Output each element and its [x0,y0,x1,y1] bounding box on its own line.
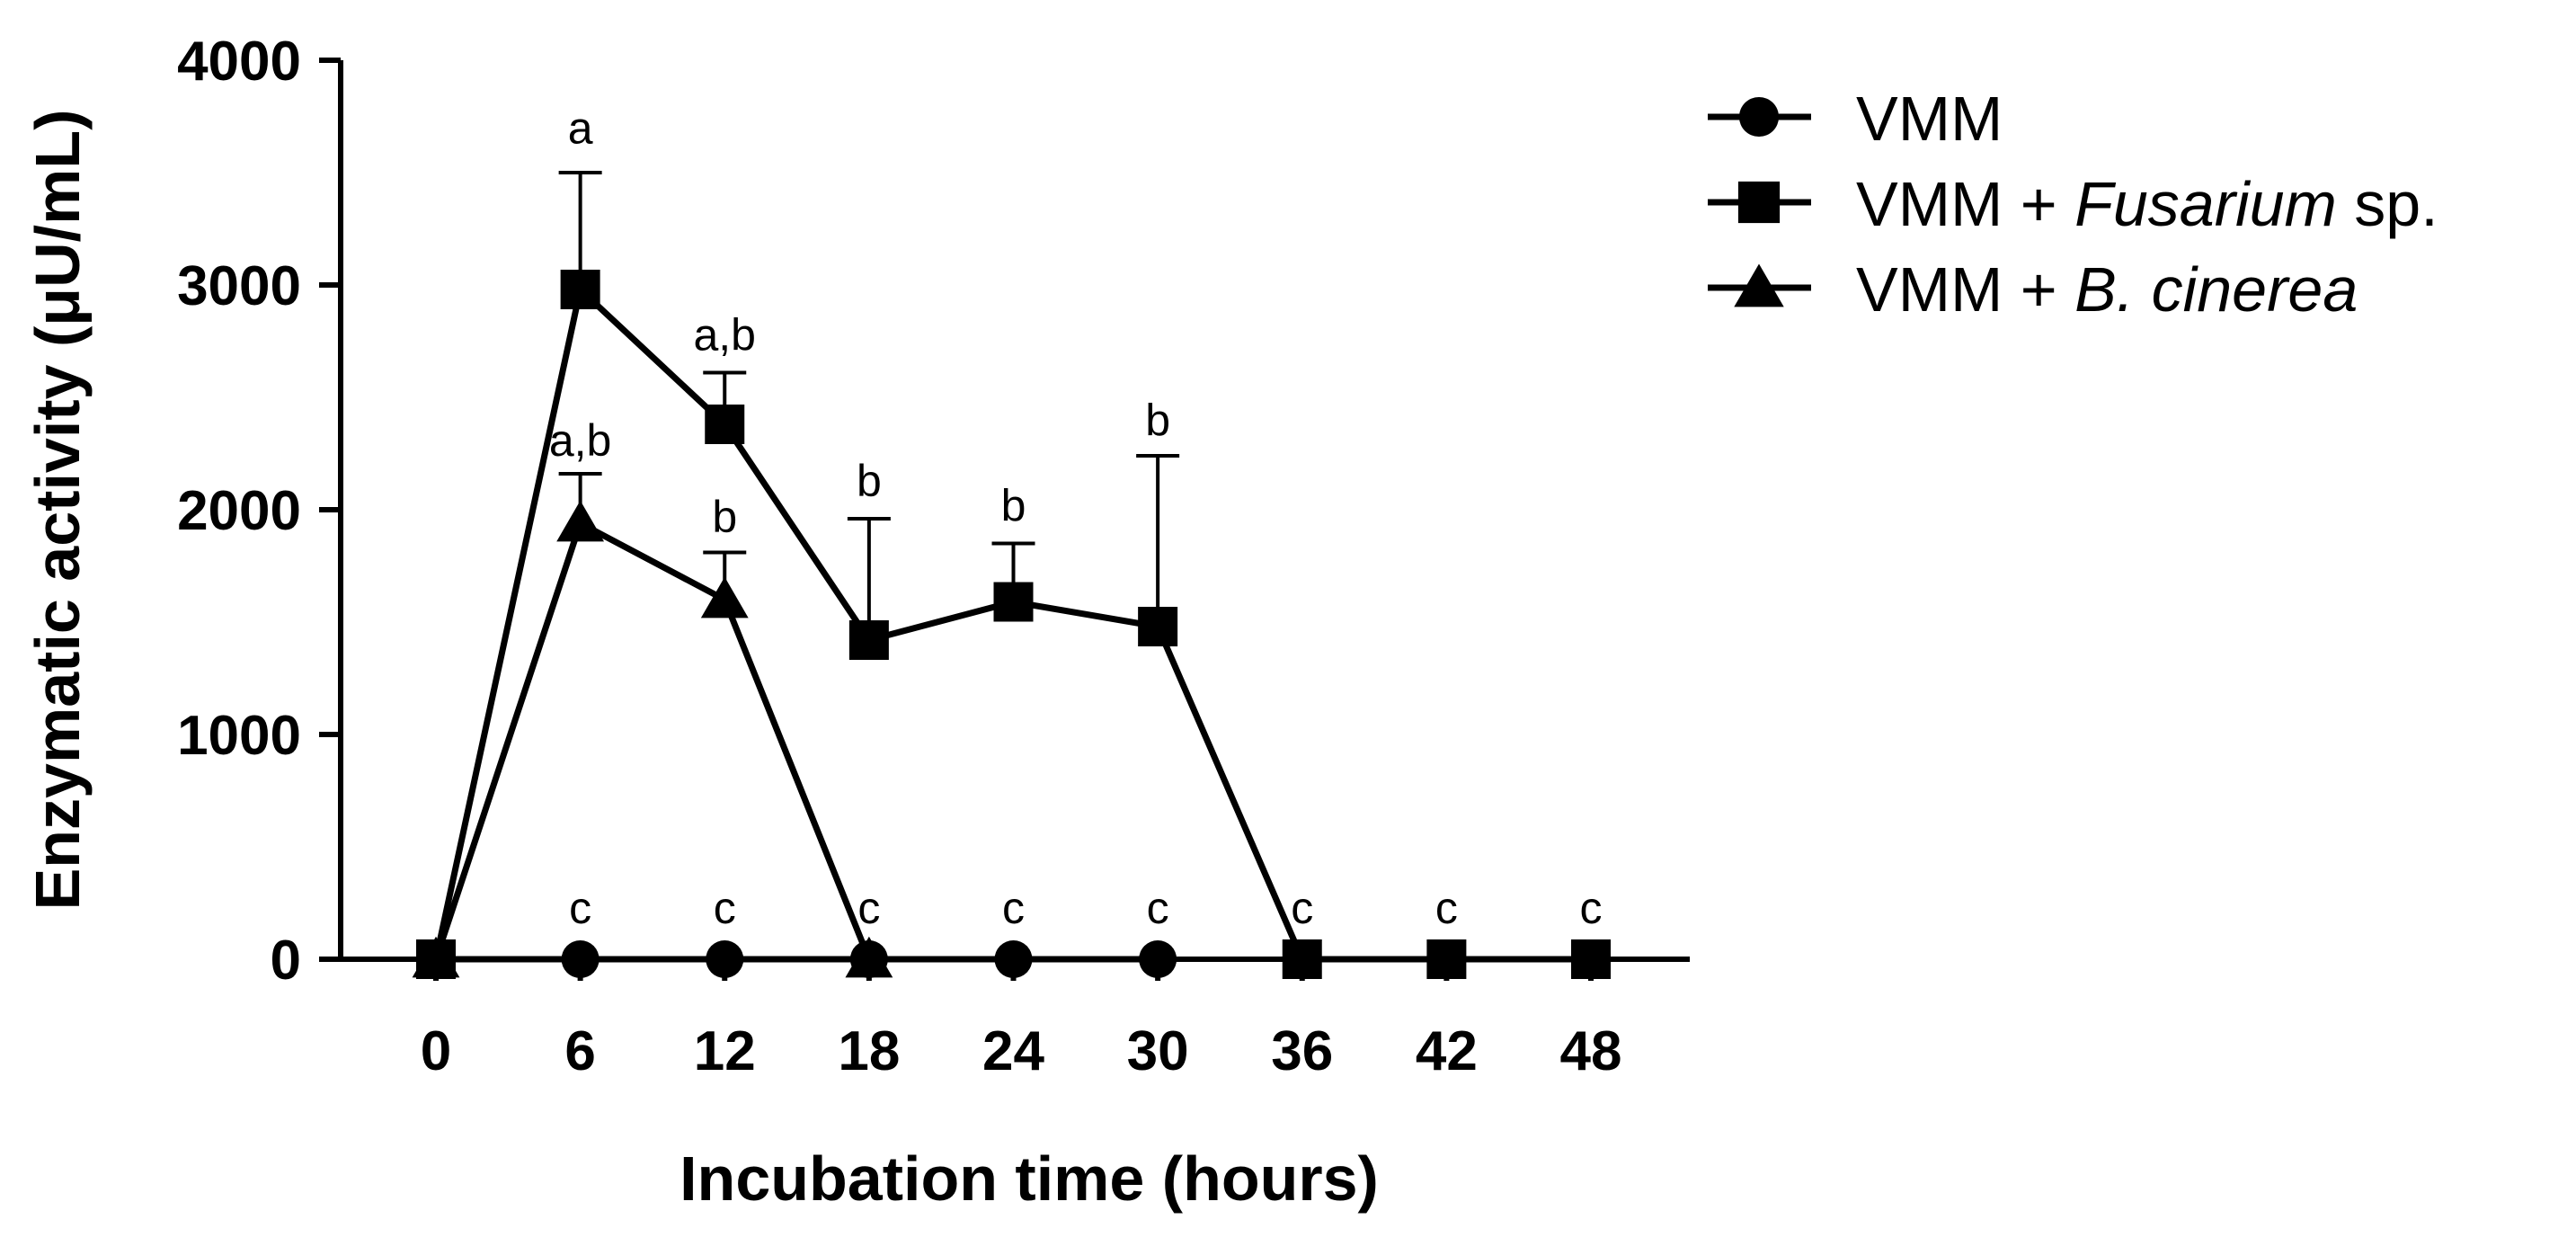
y-tick-label: 0 [271,930,301,992]
data-point-circle [706,940,744,978]
legend-label-part: B. cinerea [2074,254,2358,325]
legend-label-part: sp. [2337,169,2438,239]
significance-label: c [1580,883,1603,933]
significance-label: b [1001,481,1026,531]
x-tick-label: 12 [694,1020,756,1082]
data-point-square [1282,939,1322,979]
annotation-layer: a a,b a,b b b b b c c c c c c c c [549,103,1603,934]
legend-label-part: VMM [1856,84,2003,154]
legend-item: VMM + B. cinerea [1708,254,2358,325]
significance-label: b [857,456,882,506]
x-axis-title: Incubation time (hours) [680,1144,1379,1214]
y-axis-title: Enzymatic activity (μU/mL) [22,110,93,911]
significance-label: c [1002,883,1025,933]
legend-label-part: VMM + [1856,169,2074,239]
legend-item: VMM + Fusarium sp. [1708,169,2438,239]
x-tick-label: 42 [1416,1020,1478,1082]
legend-label: VMM [1856,84,2003,154]
significance-label: a [568,103,593,154]
significance-label: c [714,883,736,933]
significance-label: c [1435,883,1458,933]
significance-label: b [1145,396,1170,446]
x-tick-label: 18 [838,1020,900,1082]
data-point-circle [561,940,600,978]
data-point-circle [1139,940,1177,978]
data-point-square [560,270,600,309]
legend-label: VMM + B. cinerea [1856,254,2358,325]
legend-marker-square [1737,181,1781,224]
legend-marker-circle [1738,96,1780,138]
series-line [432,283,1591,963]
y-tick-label: 1000 [177,705,301,767]
series-layer [412,171,1611,979]
x-tick-label: 6 [564,1020,595,1082]
legend-item: VMM [1708,84,2003,154]
data-point-triangle [556,500,605,542]
data-point-square [993,582,1034,622]
data-point-square [705,405,745,444]
legend-marker-triangle [1734,263,1784,307]
data-point-square [1571,939,1611,979]
y-tick-label: 2000 [177,480,301,542]
x-tick-label: 0 [421,1020,451,1082]
data-point-square [848,620,889,660]
significance-label: c [857,883,880,933]
x-tick-label: 48 [1560,1020,1622,1082]
series-line [432,518,873,961]
y-ticks: 0 1000 2000 3000 4000 [177,31,341,992]
legend-label-part: Fusarium [2074,169,2337,239]
x-tick-label: 24 [982,1020,1044,1082]
series-square [416,171,1611,979]
significance-label: c [1291,883,1313,933]
x-tick-label: 30 [1127,1020,1189,1082]
y-tick-label: 4000 [177,31,301,93]
data-point-square [1138,607,1178,646]
significance-label: a,b [693,310,756,360]
data-point-circle [849,940,888,978]
data-point-circle [417,940,455,978]
x-ticks: 0 6 12 18 24 30 36 42 48 [421,959,1622,1082]
series-circle [417,940,1177,978]
significance-label: c [1147,883,1169,933]
data-point-square [1426,939,1467,979]
x-tick-label: 36 [1271,1020,1333,1082]
legend-label: VMM + Fusarium sp. [1856,169,2438,239]
significance-label: b [712,492,737,542]
data-point-circle [994,940,1033,978]
y-tick-label: 3000 [177,255,301,317]
significance-label: c [569,883,591,933]
data-point-triangle [700,576,749,619]
legend-label-part: VMM + [1856,254,2074,325]
significance-label: a,b [549,415,612,466]
